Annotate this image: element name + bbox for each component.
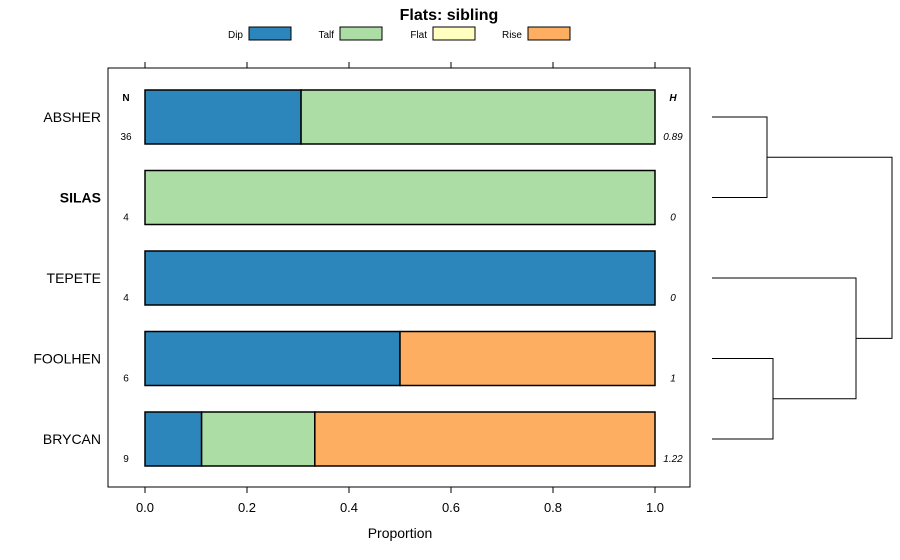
bar-segment-silas-talf [144, 169, 656, 226]
bar-segment-brycan-dip [144, 411, 203, 467]
top-axis-ticks [144, 62, 656, 68]
x-tick-label-0: 0.0 [136, 500, 154, 515]
n-value-silas: 4 [123, 213, 129, 224]
x-axis-title: Proportion [368, 525, 433, 541]
h-value-absher: 0.89 [663, 132, 683, 143]
bar-segment-brycan-rise [314, 411, 656, 467]
legend-swatch-dip [248, 26, 292, 41]
n-value-foolhen: 6 [123, 374, 129, 385]
n-value-brycan: 9 [123, 454, 129, 465]
category-labels: ABSHER SILAS TEPETE FOOLHEN BRYCAN [33, 109, 101, 447]
dendrogram-branch-1 [712, 116, 768, 198]
legend-swatch-talf [339, 26, 383, 41]
h-value-foolhen: 1 [670, 374, 676, 385]
x-tick-label-5: 1.0 [646, 500, 664, 515]
plot-panel [107, 67, 691, 488]
n-value-tepete: 4 [123, 293, 129, 304]
n-column: N 36 4 4 6 9 [120, 93, 132, 465]
category-label-silas: SILAS [60, 190, 101, 206]
legend-label-dip: Dip [228, 30, 243, 41]
h-value-silas: 0 [670, 213, 676, 224]
bar-segment-absher-dip [144, 89, 302, 145]
n-value-absher: 36 [120, 132, 132, 143]
dendrogram [712, 116, 893, 440]
dendrogram-branch-4 [767, 156, 893, 339]
legend: Dip Talf Flat Rise [228, 26, 571, 41]
x-tick-label-3: 0.6 [442, 500, 460, 515]
legend-label-flat: Flat [410, 30, 427, 41]
dendrogram-branch-2 [712, 358, 774, 440]
bar-segment-brycan-talf [200, 411, 316, 467]
x-axis: 0.0 0.2 0.4 0.6 0.8 1.0 [136, 487, 664, 515]
h-value-tepete: 0 [670, 293, 676, 304]
x-tick-label-1: 0.2 [238, 500, 256, 515]
bar-segment-tepete-dip [144, 250, 656, 306]
h-column: H 0.89 0 0 1 1.22 [663, 93, 683, 465]
category-label-absher: ABSHER [43, 109, 101, 125]
category-label-brycan: BRYCAN [43, 431, 101, 447]
legend-label-talf: Talf [318, 30, 334, 41]
legend-swatch-flat [432, 26, 476, 41]
h-header: H [669, 93, 677, 104]
x-tick-label-4: 0.8 [544, 500, 562, 515]
category-label-tepete: TEPETE [47, 270, 101, 286]
n-header: N [122, 93, 129, 104]
chart-title: Flats: sibling [400, 7, 499, 24]
x-tick-label-2: 0.4 [340, 500, 358, 515]
legend-swatch-rise [527, 26, 571, 41]
legend-label-rise: Rise [502, 30, 522, 41]
bars [144, 89, 656, 467]
category-label-foolhen: FOOLHEN [33, 351, 101, 367]
bar-segment-foolhen-rise [399, 330, 656, 387]
dendrogram-branch-3 [712, 277, 857, 400]
h-value-brycan: 1.22 [663, 454, 683, 465]
bar-segment-absher-talf [300, 89, 656, 145]
bar-segment-foolhen-dip [144, 330, 401, 387]
